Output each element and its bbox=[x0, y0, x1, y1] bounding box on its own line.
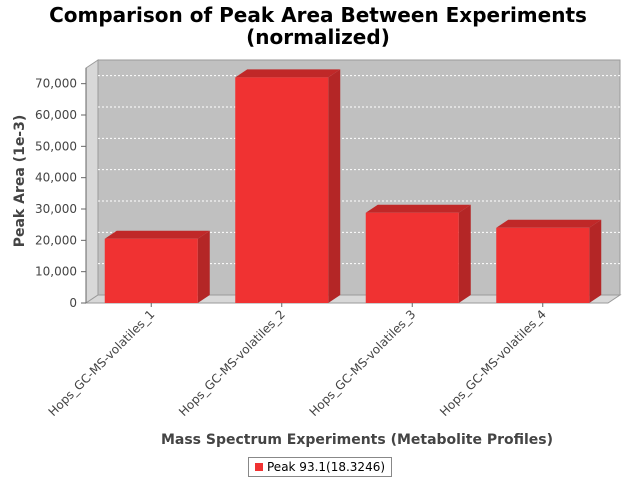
y-tick-label: 70,000 bbox=[35, 77, 77, 91]
legend-swatch bbox=[255, 463, 263, 471]
legend-label: Peak 93.1(18.3246) bbox=[267, 460, 386, 474]
legend: Peak 93.1(18.3246) bbox=[248, 457, 393, 477]
chart-title-line-2: (normalized) bbox=[246, 25, 390, 49]
plot-left-wall bbox=[85, 59, 99, 304]
bar bbox=[496, 219, 602, 303]
x-tick-label: Hops_GC-MS-volatiles_2 bbox=[176, 307, 288, 419]
bar-side bbox=[197, 230, 210, 303]
gridlines bbox=[98, 75, 620, 265]
bar-side bbox=[328, 69, 341, 304]
y-tick-label: 20,000 bbox=[35, 233, 77, 247]
bar bbox=[235, 69, 341, 304]
y-axis-label: Peak Area (1e-3) bbox=[12, 115, 28, 248]
y-tick-label: 40,000 bbox=[35, 171, 77, 185]
bar-front bbox=[104, 238, 198, 303]
bar-front bbox=[235, 77, 329, 304]
bar-top bbox=[104, 230, 210, 239]
y-tick-label: 10,000 bbox=[35, 265, 77, 279]
bar-top bbox=[496, 219, 602, 228]
y-tick-label: 50,000 bbox=[35, 139, 77, 153]
bar-top bbox=[365, 204, 471, 213]
chart-title-line-1: Comparison of Peak Area Between Experime… bbox=[49, 3, 587, 27]
bar bbox=[104, 230, 210, 303]
x-tick-label: Hops_GC-MS-volatiles_1 bbox=[46, 307, 158, 419]
y-tick-label: 60,000 bbox=[35, 108, 77, 122]
bars bbox=[104, 69, 602, 304]
bar-side bbox=[458, 204, 471, 303]
bar-front bbox=[365, 212, 459, 303]
bar-front bbox=[496, 227, 590, 303]
bar-top bbox=[235, 69, 341, 78]
y-tick-label: 30,000 bbox=[35, 202, 77, 216]
x-tick-label: Hops_GC-MS-volatiles_4 bbox=[437, 307, 549, 419]
x-tick-label: Hops_GC-MS-volatiles_3 bbox=[307, 307, 419, 419]
x-axis-label: Mass Spectrum Experiments (Metabolite Pr… bbox=[161, 432, 553, 448]
y-tick-label: 0 bbox=[69, 296, 77, 310]
bar-side bbox=[589, 219, 602, 303]
bar bbox=[365, 204, 471, 303]
axes bbox=[81, 68, 544, 307]
